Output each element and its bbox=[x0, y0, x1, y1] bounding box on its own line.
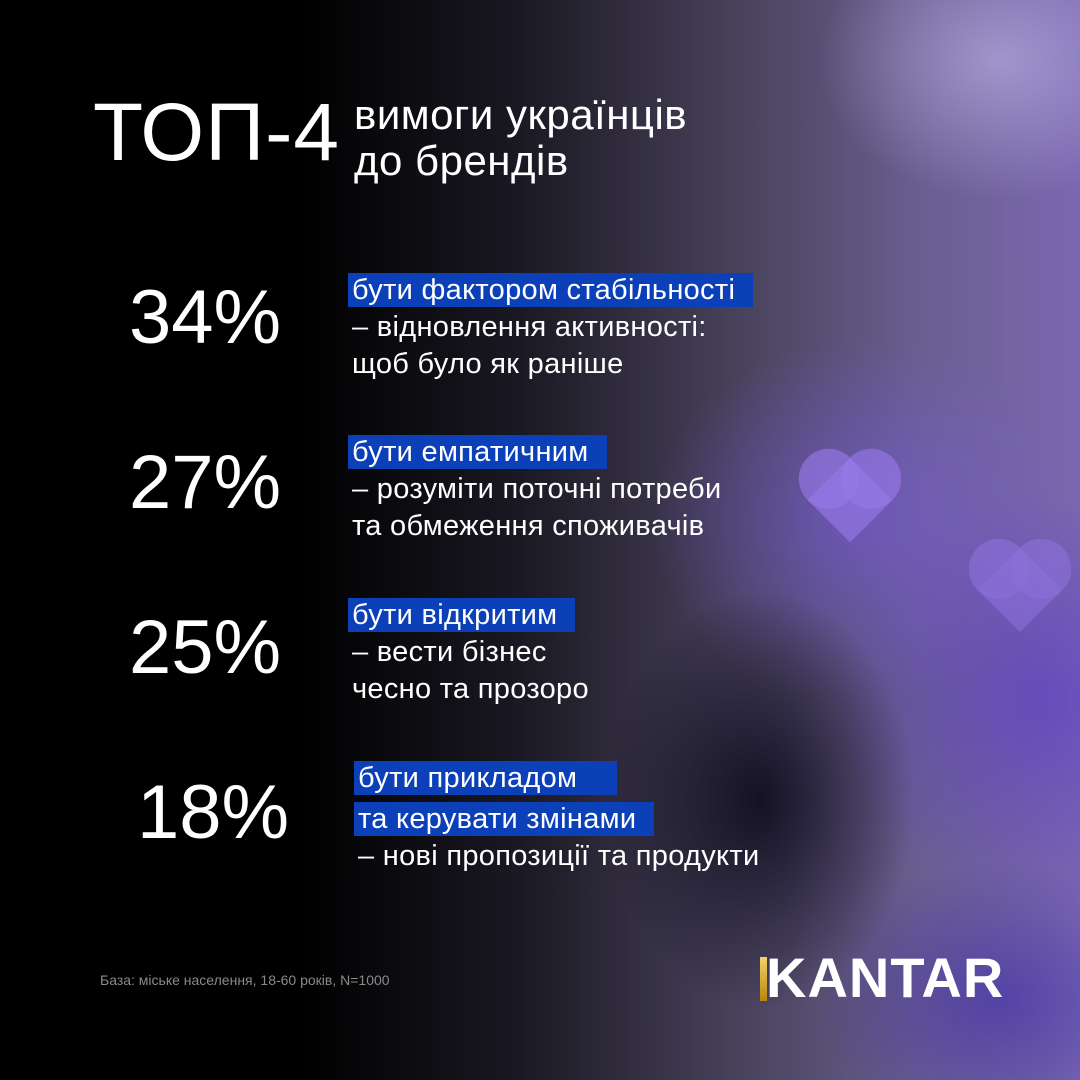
item-description: бути емпатичним – розуміти поточні потре… bbox=[348, 434, 722, 545]
kantar-logo: KANTAR bbox=[760, 950, 1004, 1006]
item-description: бути прикладом та керувати змінами – нов… bbox=[354, 760, 760, 875]
item-description: бути відкритим – вести бізнес чесно та п… bbox=[348, 597, 589, 708]
detail-line: чесно та прозоро bbox=[352, 673, 589, 705]
item-description: бути фактором стабільності – відновлення… bbox=[348, 272, 754, 383]
detail-line: – відновлення активності: bbox=[352, 311, 707, 343]
footnote: База: міське населення, 18-60 років, N=1… bbox=[100, 972, 390, 988]
detail-line: щоб було як раніше bbox=[352, 348, 624, 380]
percent-value: 25% bbox=[128, 605, 282, 690]
logo-bar-icon bbox=[760, 957, 767, 1001]
highlight-label: бути прикладом bbox=[354, 761, 618, 795]
detail-line: – нові пропозиції та продукти bbox=[358, 840, 760, 872]
detail-line: та обмеження споживачів bbox=[352, 510, 705, 542]
page-title: ТОП-4 bbox=[93, 87, 341, 178]
detail-line: – розуміти поточні потреби bbox=[352, 473, 722, 505]
highlight-label: та керувати змінами bbox=[354, 802, 655, 836]
detail-line: – вести бізнес bbox=[352, 636, 547, 668]
logo-text: KANTAR bbox=[766, 946, 1005, 1009]
highlight-label: бути відкритим bbox=[348, 598, 576, 632]
highlight-label: бути емпатичним bbox=[348, 435, 607, 469]
page-subtitle: вимоги українців до брендів bbox=[354, 92, 687, 184]
subtitle-line: до брендів bbox=[354, 137, 569, 184]
percent-value: 18% bbox=[136, 770, 290, 855]
percent-value: 34% bbox=[128, 275, 282, 360]
crowd-silhouette bbox=[560, 420, 1080, 1080]
highlight-label: бути фактором стабільності bbox=[348, 273, 754, 307]
subtitle-line: вимоги українців bbox=[354, 91, 688, 138]
percent-value: 27% bbox=[128, 440, 282, 525]
